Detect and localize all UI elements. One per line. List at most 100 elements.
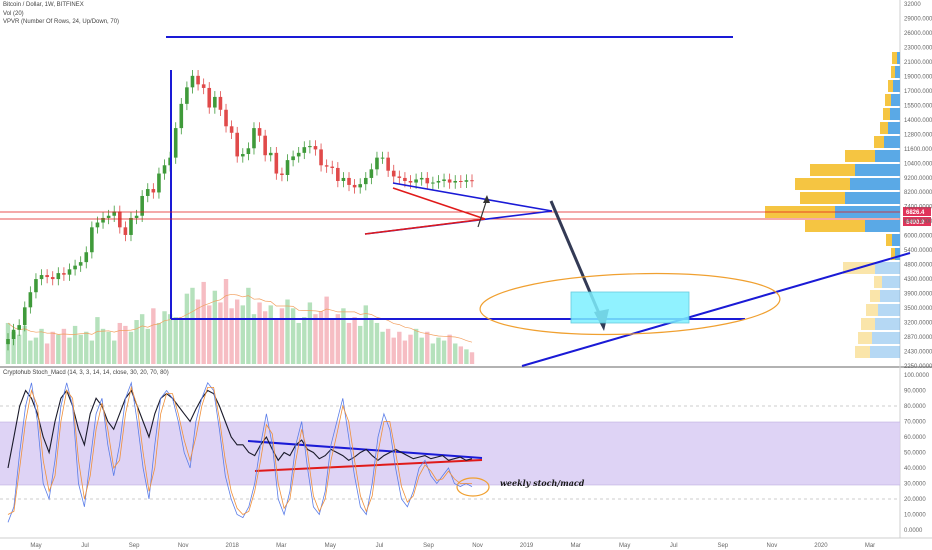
volume-bar bbox=[229, 308, 234, 364]
triangle-top-blue[interactable] bbox=[392, 182, 553, 212]
time-axis-label: Mar bbox=[570, 543, 580, 549]
vpvr-bar-down bbox=[855, 346, 870, 358]
candle-up bbox=[375, 157, 379, 170]
stoch-circle[interactable] bbox=[456, 477, 490, 497]
price-axis-label: 6600.0000 bbox=[904, 219, 932, 225]
chart-title[interactable]: Bitcoin / Dollar, 1W, BITFINEX bbox=[3, 2, 84, 8]
triangle-bottom-red[interactable] bbox=[364, 218, 486, 235]
time-axis-label: Nov bbox=[178, 543, 189, 549]
price-axis-label: 2250.0000 bbox=[904, 364, 932, 370]
candle-down bbox=[470, 180, 474, 182]
vpvr-bar-up bbox=[888, 122, 900, 134]
candle-up bbox=[453, 180, 458, 183]
price-axis-label: 3200.0000 bbox=[904, 321, 932, 327]
volume-bar bbox=[296, 322, 301, 364]
volume-bar bbox=[246, 287, 251, 364]
candle-up bbox=[341, 177, 346, 181]
candle-down bbox=[447, 179, 452, 183]
candle-up bbox=[11, 329, 16, 339]
volume-bar bbox=[464, 349, 469, 364]
volume-bar bbox=[290, 308, 296, 364]
candle-down bbox=[50, 277, 55, 280]
volume-bar bbox=[441, 340, 447, 364]
stoch-axis[interactable]: 100.0000 90.0000 80.0000 70.0000 60.0000 50.0… bbox=[904, 373, 930, 534]
candle-up bbox=[240, 154, 245, 157]
candle-down bbox=[403, 177, 407, 181]
vpvr-bar-up bbox=[855, 164, 900, 176]
volume-bar bbox=[380, 331, 385, 364]
target-zone-ellipse[interactable] bbox=[479, 269, 781, 339]
candle-up bbox=[419, 177, 424, 180]
volume-bar bbox=[50, 331, 55, 364]
volume-bar bbox=[179, 320, 184, 364]
vpvr-bar-down bbox=[891, 248, 895, 260]
price-axis-label: 15500.0000 bbox=[904, 103, 932, 109]
candle-up bbox=[129, 217, 133, 235]
volume-bar bbox=[100, 328, 106, 364]
candle-up bbox=[6, 339, 10, 345]
stoch-axis-label: 50.0000 bbox=[904, 451, 926, 457]
long-trendline[interactable] bbox=[521, 252, 911, 367]
price-axis-label: 10400.0000 bbox=[904, 161, 932, 167]
vpvr-bar-down bbox=[891, 66, 895, 78]
candle-down bbox=[408, 180, 413, 183]
triangle-top-red[interactable] bbox=[392, 187, 486, 220]
vpvr-bar-up bbox=[850, 178, 900, 190]
volume-bar bbox=[385, 328, 391, 364]
volume-bar bbox=[369, 320, 374, 364]
candle-down bbox=[201, 84, 206, 88]
candle-up bbox=[308, 146, 312, 148]
indicator-legend[interactable]: Cryptohub Stoch_Macd (14, 3, 3, 14, 14, … bbox=[3, 370, 169, 376]
candle-up bbox=[157, 173, 161, 193]
candle-up bbox=[34, 279, 38, 293]
stoch-band bbox=[0, 422, 900, 485]
volume-bar bbox=[151, 308, 156, 364]
time-axis-label: May bbox=[619, 543, 630, 549]
time-axis-label: Sep bbox=[129, 543, 140, 549]
volume-bar bbox=[436, 337, 441, 364]
candle-down bbox=[123, 227, 128, 235]
candle-down bbox=[324, 165, 329, 167]
candle-down bbox=[280, 173, 284, 175]
candle-down bbox=[352, 184, 357, 188]
volume-bar bbox=[307, 302, 313, 364]
candle-up bbox=[380, 157, 385, 159]
vpvr-bar-up bbox=[872, 332, 900, 344]
volume-bar bbox=[335, 314, 341, 364]
volume-bar bbox=[324, 296, 329, 364]
volume-bar bbox=[408, 334, 413, 364]
stoch-series-line bbox=[7, 381, 473, 523]
small-up-arrow-line[interactable] bbox=[477, 198, 488, 228]
candle-up bbox=[145, 189, 150, 196]
price-axis-label: 19000.0000 bbox=[904, 74, 932, 80]
price-axis[interactable]: 32000 29000.0000 26000.0000 23000.0000 21000… bbox=[904, 2, 932, 370]
candle-up bbox=[369, 169, 374, 178]
vpvr-legend[interactable]: VPVR (Number Of Rows, 24, Up/Down, 70) bbox=[3, 19, 120, 25]
volume-bar bbox=[89, 340, 95, 364]
volume-bar bbox=[469, 352, 475, 364]
vpvr-bar-down bbox=[892, 52, 897, 64]
stoch-axis-label: 20.0000 bbox=[904, 497, 926, 503]
vpvr-bar-down bbox=[874, 276, 882, 288]
volume-bar bbox=[302, 317, 307, 364]
price-axis-label: 6000.0000 bbox=[904, 234, 932, 240]
candle-down bbox=[62, 273, 66, 275]
small-up-arrow-head[interactable] bbox=[483, 195, 490, 203]
price-axis-label: 32000 bbox=[904, 2, 921, 8]
vpvr-bar-up bbox=[890, 108, 900, 120]
time-axis[interactable]: May Jul Sep Nov 2018 Mar May Jul Sep Nov 2019 Mar Ma… bbox=[30, 543, 875, 549]
volume-bar bbox=[402, 340, 408, 364]
vpvr-bar-down bbox=[866, 304, 878, 316]
candle-up bbox=[442, 179, 446, 181]
time-axis-label: May bbox=[325, 543, 336, 549]
volume-bar bbox=[251, 314, 257, 364]
vol-legend[interactable]: Vol (20) bbox=[3, 11, 24, 17]
volume-bar bbox=[11, 331, 16, 364]
vpvr-bar-down bbox=[888, 80, 893, 92]
target-zone-box[interactable] bbox=[570, 291, 690, 324]
volume-bar bbox=[56, 334, 61, 364]
time-axis-label: Jul bbox=[376, 543, 384, 549]
volume-bar bbox=[240, 305, 245, 364]
vpvr-bar-up bbox=[891, 94, 900, 106]
vpvr-bar-up bbox=[882, 276, 900, 288]
